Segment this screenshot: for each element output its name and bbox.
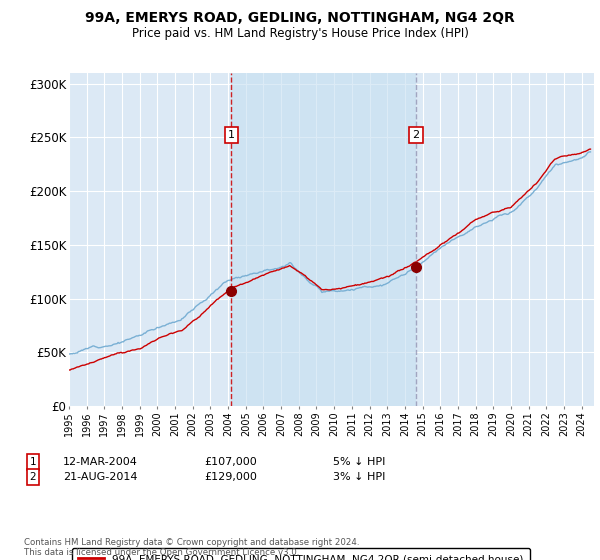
Text: £129,000: £129,000 [204,472,257,482]
Text: 12-MAR-2004: 12-MAR-2004 [63,457,138,467]
Text: 1: 1 [29,457,37,467]
Text: 3% ↓ HPI: 3% ↓ HPI [333,472,385,482]
Text: 99A, EMERYS ROAD, GEDLING, NOTTINGHAM, NG4 2QR: 99A, EMERYS ROAD, GEDLING, NOTTINGHAM, N… [85,11,515,25]
Text: 2: 2 [413,130,420,140]
Text: £107,000: £107,000 [204,457,257,467]
Text: 5% ↓ HPI: 5% ↓ HPI [333,457,385,467]
Text: 1: 1 [228,130,235,140]
Text: 2: 2 [29,472,37,482]
Text: Contains HM Land Registry data © Crown copyright and database right 2024.
This d: Contains HM Land Registry data © Crown c… [24,538,359,557]
Bar [232,73,416,406]
Text: Price paid vs. HM Land Registry's House Price Index (HPI): Price paid vs. HM Land Registry's House … [131,27,469,40]
Legend: 99A, EMERYS ROAD, GEDLING, NOTTINGHAM, NG4 2QR (semi-detached house), HPI: Avera: 99A, EMERYS ROAD, GEDLING, NOTTINGHAM, N… [71,548,530,560]
Text: 21-AUG-2014: 21-AUG-2014 [63,472,137,482]
